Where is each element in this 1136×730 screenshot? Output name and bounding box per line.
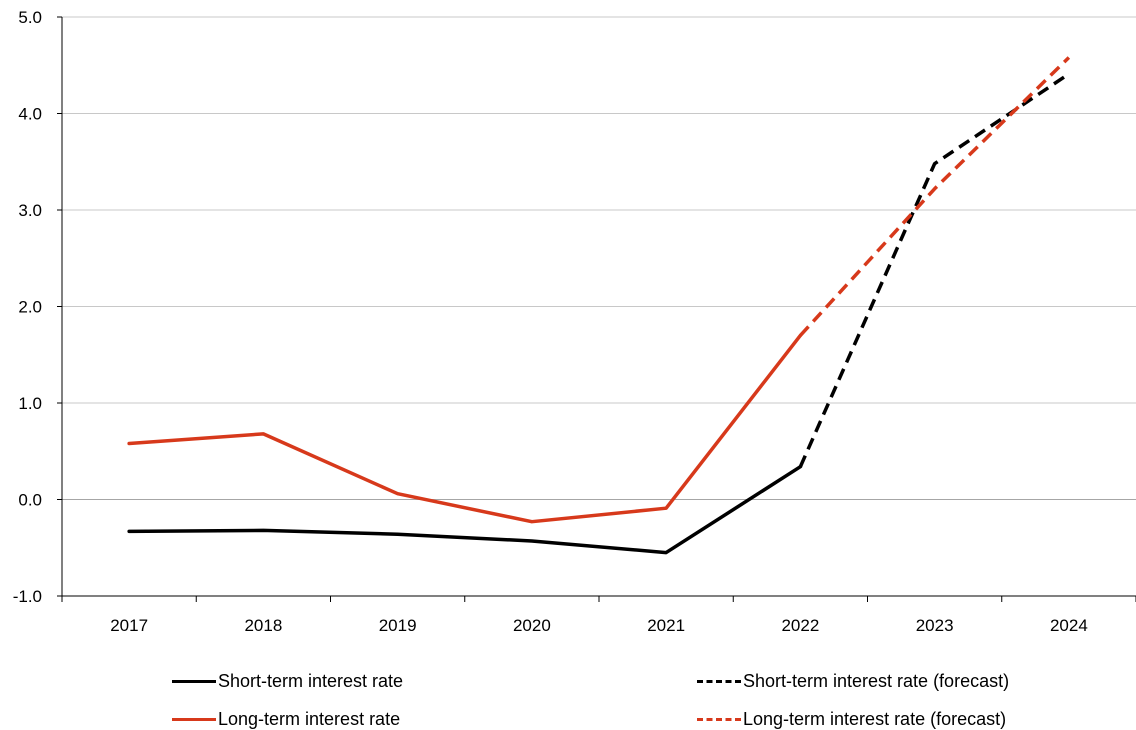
legend-item-long: Long-term interest rate: [172, 709, 400, 730]
series-line-long: [127, 333, 803, 524]
x-tick-label: 2018: [244, 616, 282, 635]
y-tick-label: 1.0: [18, 394, 42, 413]
legend-label-long-forecast: Long-term interest rate (forecast): [743, 709, 1007, 729]
series-line-short_fc: [798, 72, 1070, 468]
x-tick-label: 2022: [781, 616, 819, 635]
legend-item-short-forecast: Short-term interest rate (forecast): [697, 671, 1009, 692]
x-tick-label: 2023: [916, 616, 954, 635]
legend-swatch-long: [172, 718, 216, 721]
y-tick-label: 3.0: [18, 201, 42, 220]
legend-swatch-short: [172, 680, 216, 683]
legend-swatch-long-forecast: [697, 718, 741, 721]
series-lines: [127, 56, 1071, 555]
axes: -1.0 0.0 1.0 2.0 3.0 4.0 5.0 2017 2018 2019 2020 20…: [13, 8, 1136, 635]
legend-label-long: Long-term interest rate: [218, 709, 401, 729]
legend-label-short: Short-term interest rate: [218, 671, 404, 691]
y-tick-label: 2.0: [18, 298, 42, 317]
legend-item-long-forecast: Long-term interest rate (forecast): [697, 709, 1006, 730]
series-line-long_fc: [799, 56, 1071, 337]
legend-label-short-forecast: Short-term interest rate (forecast): [743, 671, 1010, 691]
y-tick-label: -1.0: [13, 587, 42, 606]
x-tick-label: 2021: [647, 616, 685, 635]
y-tick-label: 0.0: [18, 491, 42, 510]
legend-swatch-short-forecast: [697, 680, 741, 683]
y-tick-label: 4.0: [18, 105, 42, 124]
x-tick-label: 2020: [513, 616, 551, 635]
x-tick-label: 2019: [379, 616, 417, 635]
y-tick-label: 5.0: [18, 8, 42, 27]
gridlines: [62, 16, 1136, 500]
legend-item-short: Short-term interest rate: [172, 671, 403, 692]
x-tick-label: 2024: [1050, 616, 1088, 635]
series-line-short: [127, 464, 803, 555]
x-tick-label: 2017: [110, 616, 148, 635]
